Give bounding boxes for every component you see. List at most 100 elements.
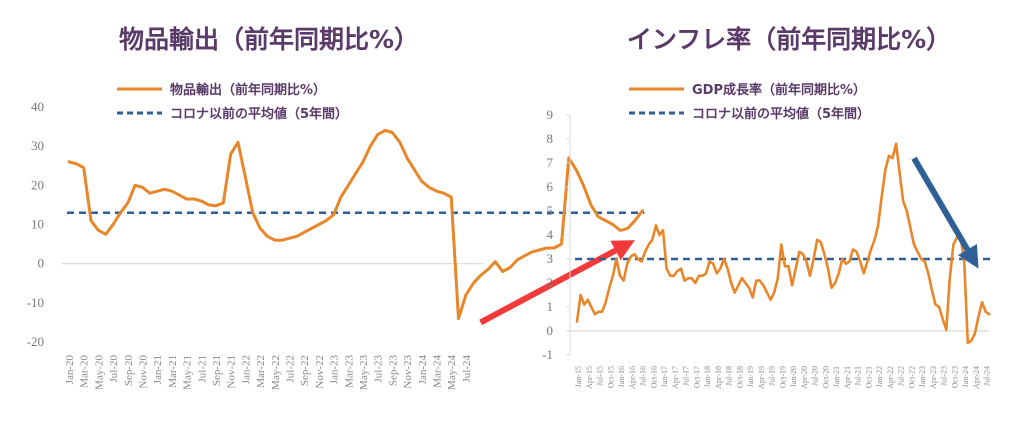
x-tick-label: May-24 (446, 355, 458, 390)
x-tick-label: Jan-24 (417, 355, 429, 385)
x-tick-label: Sep-22 (299, 355, 311, 386)
x-tick-label: Mar-24 (432, 355, 444, 388)
x-tick-label: Jul-21 (196, 355, 208, 383)
x-tick-label: Jul-19 (768, 366, 777, 386)
x-tick-label: Nov-22 (314, 355, 326, 389)
x-tick-label: Apr-20 (800, 366, 809, 389)
y-axis: 40 30 20 10 0 -10 -20 (27, 99, 44, 349)
x-tick-label: Jan-23 (329, 355, 341, 385)
x-tick-label: Jul-17 (682, 366, 691, 386)
legend: 物品輸出（前年同期比%） コロナ以前の平均値（5年間） (117, 82, 348, 122)
y-tick-label: 2 (547, 275, 554, 290)
x-tick-label: May-23 (358, 355, 370, 390)
x-tick-label: Jan-21 (832, 366, 841, 387)
x-tick-label: Apr-23 (929, 366, 938, 389)
x-tick-label: Jan-20 (64, 355, 76, 385)
x-tick-label: Oct-19 (778, 366, 787, 388)
y-axis: 9 8 7 6 5 4 3 2 1 0 -1 (542, 107, 571, 362)
x-tick-label: Jul-21 (854, 366, 863, 386)
trend-arrow-shaft (911, 156, 971, 252)
y-tick-label: 6 (547, 179, 554, 194)
x-tick-label: Jan-22 (240, 355, 252, 384)
trend-arrow-head (610, 240, 635, 261)
y-tick-label: 10 (31, 217, 44, 232)
y-tick-label: 4 (547, 227, 554, 242)
x-tick-label: Mar-23 (343, 355, 355, 388)
x-tick-label: Jul-23 (373, 355, 385, 383)
x-tick-label: Oct-23 (950, 366, 959, 388)
x-tick-label: Jul-22 (897, 366, 906, 386)
x-tick-label: Jul-22 (285, 355, 297, 383)
legend-label-series: 物品輸出（前年同期比%） (170, 82, 326, 98)
y-tick-label: 0 (38, 256, 45, 271)
x-tick-label: Jan-17 (660, 366, 669, 387)
x-tick-label: May-20 (93, 355, 105, 390)
x-axis: Jan-15 Apr-15 Jul-15 Oct-15 Jan-16 Apr-16 Jul-… (574, 366, 992, 389)
y-tick-label: 8 (547, 131, 554, 146)
x-tick-label: Sep-20 (123, 355, 135, 387)
chart-title: インフレ率（前年同期比%） (627, 25, 951, 54)
x-tick-label: Jan-23 (918, 366, 927, 387)
legend-label-series: GDP成長率（前年同期比%） (692, 82, 866, 98)
y-tick-label: 0 (547, 323, 554, 338)
x-tick-label: Jul-24 (461, 355, 473, 383)
x-tick-label: Jul-24 (983, 366, 992, 386)
x-tick-label: Oct-18 (735, 366, 744, 388)
x-tick-label: Jan-22 (875, 366, 884, 387)
plot-area (570, 142, 992, 345)
x-tick-label: Oct-21 (864, 366, 873, 388)
x-tick-label: Oct-15 (606, 366, 615, 388)
y-tick-label: 20 (31, 177, 44, 192)
x-tick-label: Oct-22 (907, 366, 916, 388)
legend-label-average: コロナ以前の平均値（5年間） (170, 106, 348, 122)
x-axis: Jan-20 Mar-20 May-20 Jul-20 Sep-20 Nov-20 Jan-… (64, 355, 473, 390)
x-tick-label: Sep-23 (387, 355, 399, 387)
x-tick-label: Apr-15 (585, 366, 594, 389)
y-tick-label: 7 (547, 155, 554, 170)
x-tick-label: Jul-18 (725, 366, 734, 386)
y-tick-label: 1 (547, 299, 554, 314)
y-tick-label: 3 (547, 251, 554, 266)
x-tick-label: Jan-18 (703, 366, 712, 387)
series-line (67, 129, 644, 320)
x-tick-label: Mar-22 (255, 355, 267, 388)
x-tick-label: May-22 (270, 355, 282, 390)
chart-exports: 物品輸出（前年同期比%） 物品輸出（前年同期比%） コロナ以前の平均値（5年間）… (27, 25, 645, 390)
y-tick-label: -20 (27, 334, 44, 349)
x-tick-label: Jul-20 (811, 366, 820, 386)
y-tick-label: -1 (542, 347, 553, 362)
legend-label-average: コロナ以前の平均値（5年間） (692, 106, 870, 122)
x-tick-label: Oct-16 (649, 366, 658, 388)
x-tick-label: Oct-17 (692, 366, 701, 388)
x-tick-label: Apr-24 (972, 366, 981, 389)
x-tick-label: Jan-21 (152, 355, 164, 384)
x-tick-label: Apr-18 (714, 366, 723, 389)
x-tick-label: Nov-21 (226, 355, 238, 389)
x-tick-label: Nov-20 (138, 355, 150, 389)
x-tick-label: Jan-15 (574, 366, 583, 387)
x-tick-label: Jan-24 (961, 366, 970, 387)
x-tick-label: Jul-20 (108, 355, 120, 383)
x-tick-label: Mar-21 (167, 355, 179, 388)
x-tick-label: Jan-19 (746, 366, 755, 387)
chart-title: 物品輸出（前年同期比%） (119, 25, 419, 54)
y-tick-label: -10 (27, 295, 44, 310)
x-tick-label: Apr-16 (628, 366, 637, 389)
x-tick-label: May-21 (182, 355, 194, 390)
x-tick-label: Apr-22 (886, 366, 895, 389)
x-tick-label: Jul-15 (596, 366, 605, 386)
trend-arrow-shaft (479, 247, 617, 326)
x-tick-label: Jul-23 (940, 366, 949, 386)
y-tick-label: 40 (31, 99, 44, 114)
x-tick-label: Jan-20 (789, 366, 798, 387)
x-tick-label: Jul-16 (639, 366, 648, 386)
y-tick-label: 30 (31, 138, 44, 153)
series-line (575, 142, 991, 345)
x-tick-label: Oct-20 (821, 366, 830, 388)
x-tick-label: Apr-17 (671, 366, 680, 389)
plot-area (62, 129, 645, 326)
x-tick-label: Jan-16 (617, 366, 626, 387)
chart-inflation: インフレ率（前年同期比%） GDP成長率（前年同期比%） コロナ以前の平均値（5… (542, 25, 992, 389)
x-tick-label: Mar-20 (79, 355, 91, 388)
